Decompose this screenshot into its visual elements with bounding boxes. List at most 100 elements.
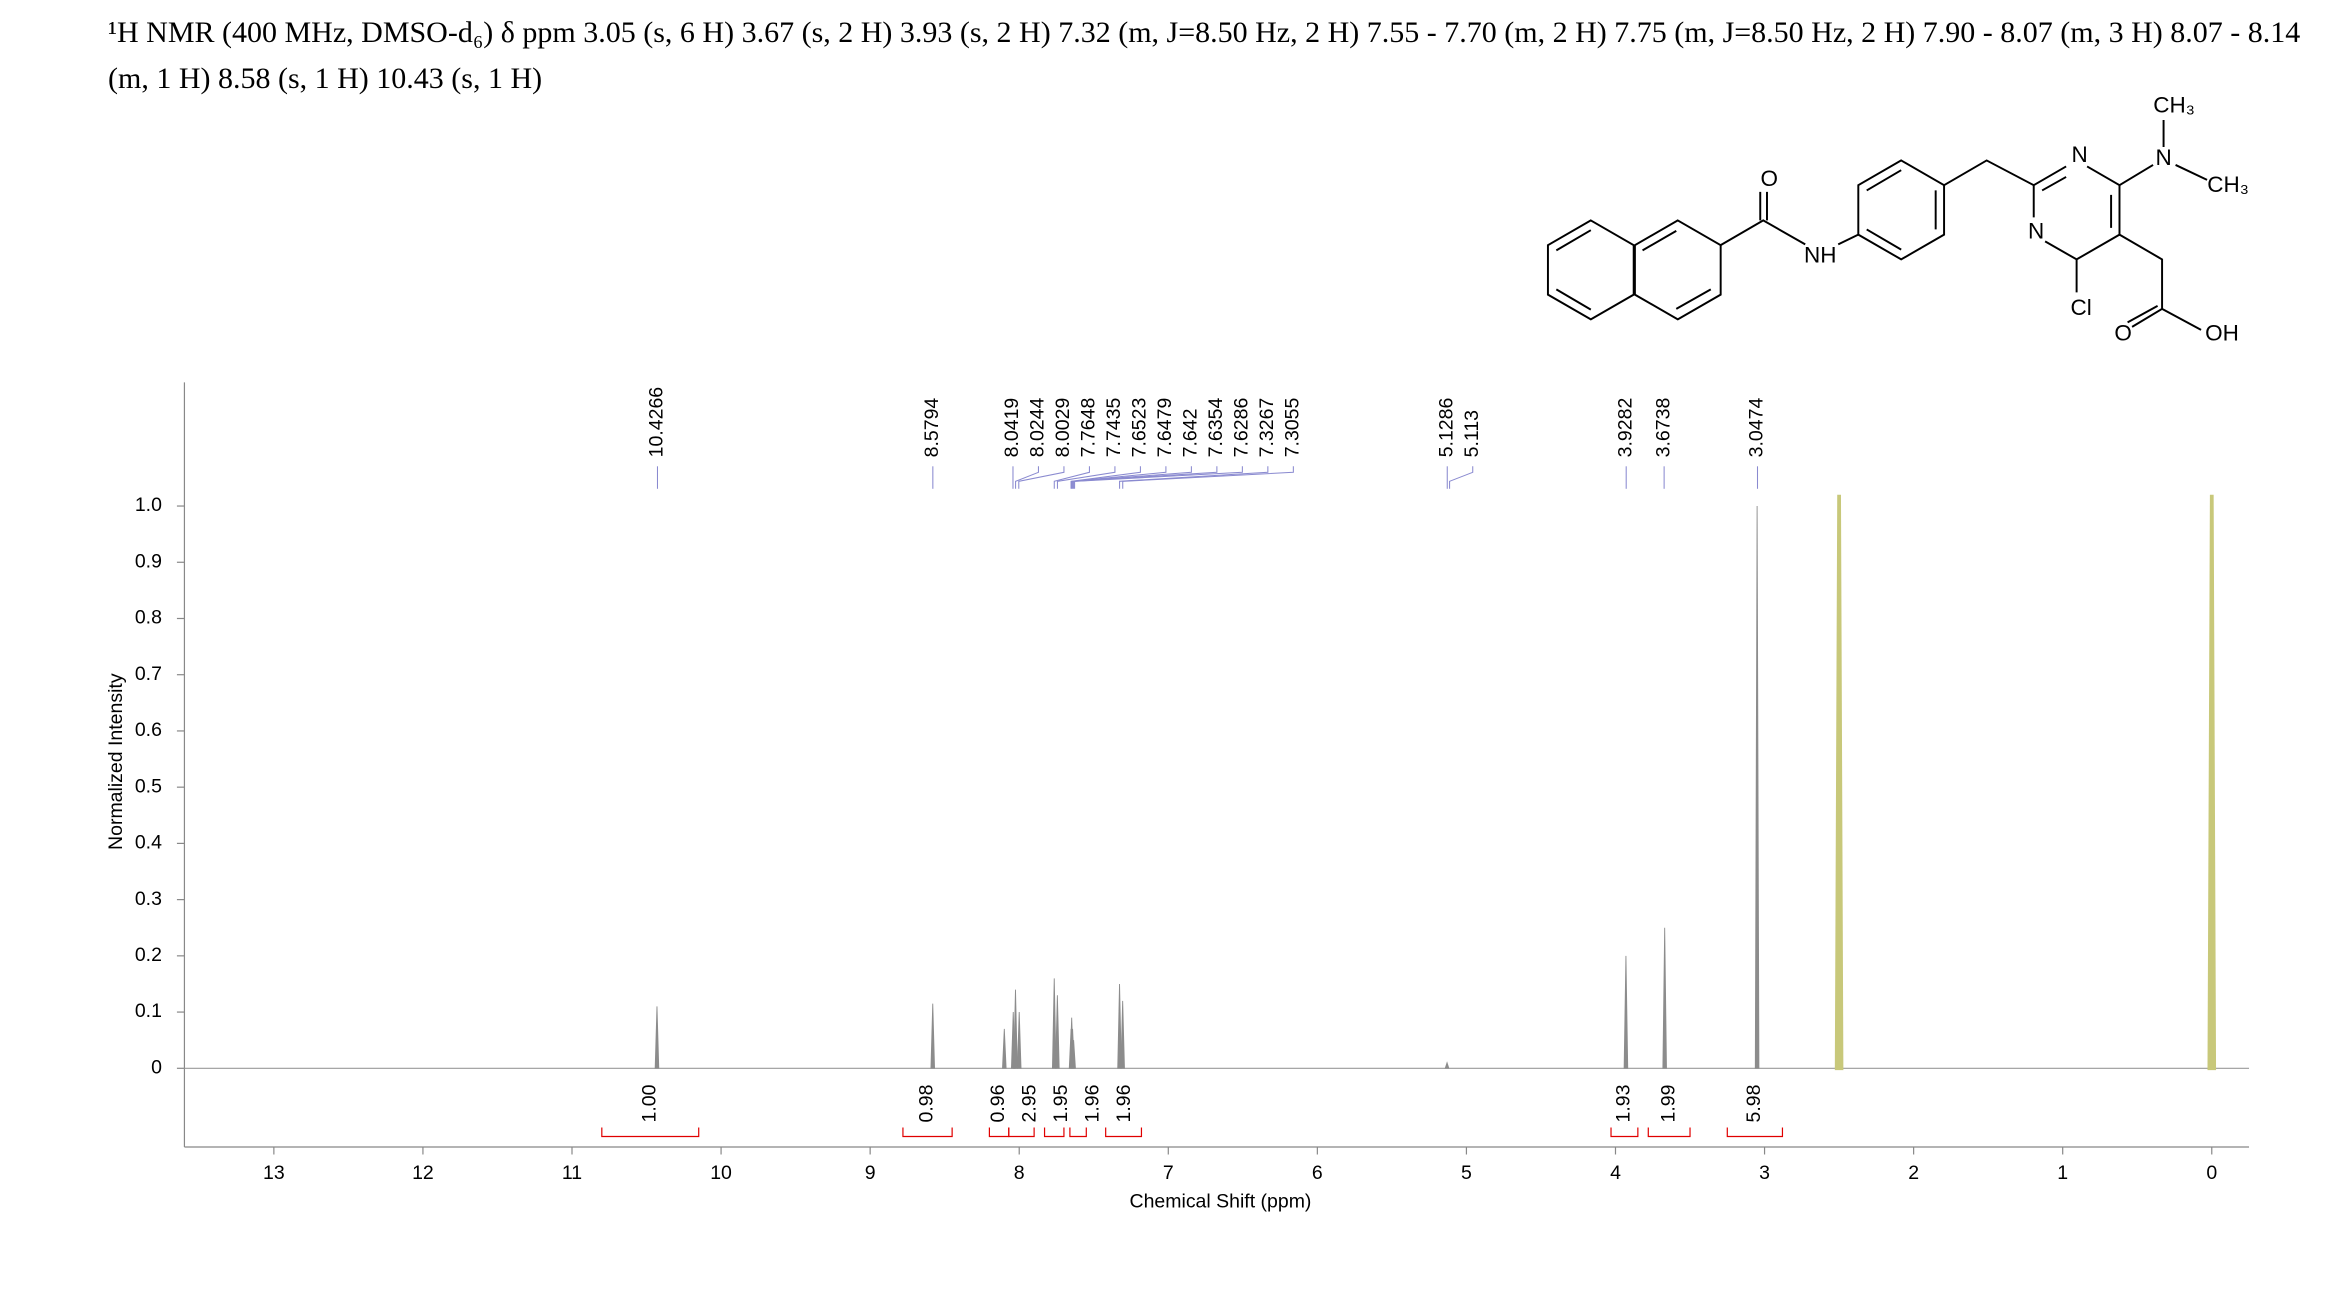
peak-label: 8.0029 xyxy=(1052,398,1074,458)
atom-label: CH₃ xyxy=(2207,172,2249,197)
peak xyxy=(1662,927,1667,1069)
y-tick-label: 0.3 xyxy=(135,888,162,910)
peak-label: 7.6286 xyxy=(1231,398,1253,458)
integral-label: 1.96 xyxy=(1082,1085,1104,1123)
double-bonds xyxy=(1555,229,1712,311)
peak-leader xyxy=(1072,466,1192,489)
integral-label: 0.96 xyxy=(987,1085,1009,1123)
amine xyxy=(2118,119,2208,187)
peak-label: 8.0419 xyxy=(1001,398,1023,458)
peak xyxy=(654,1006,660,1069)
x-tick-label: 9 xyxy=(865,1162,876,1184)
peak-leader xyxy=(1073,466,1218,489)
x-tick-label: 3 xyxy=(1759,1162,1770,1184)
atom-label: CH₃ xyxy=(2153,92,2195,117)
atom-label: OH xyxy=(2205,320,2239,345)
integral-label: 1.95 xyxy=(1050,1084,1072,1122)
peak xyxy=(1623,955,1629,1069)
y-tick-label: 0.1 xyxy=(135,1000,162,1022)
integral-label: 0.98 xyxy=(916,1085,938,1123)
integral-bracket xyxy=(1008,1127,1035,1138)
peak-label: 7.7648 xyxy=(1078,398,1100,458)
y-tick-label: 0.5 xyxy=(135,775,162,797)
integral-bracket xyxy=(988,1127,1010,1138)
integral-bracket xyxy=(902,1127,953,1138)
peak xyxy=(1016,1012,1022,1069)
integral-bracket xyxy=(1043,1127,1065,1138)
peak-label: 3.6738 xyxy=(1652,398,1674,458)
atom-label: O xyxy=(2114,320,2132,345)
peak-leader xyxy=(1071,466,1167,489)
y-tick-label: 0.2 xyxy=(135,944,162,966)
peak xyxy=(2207,494,2217,1071)
x-tick-label: 11 xyxy=(562,1162,582,1184)
peak xyxy=(1120,1000,1125,1069)
integral-label: 1.99 xyxy=(1657,1085,1679,1123)
peak-leader xyxy=(1018,466,1065,489)
peak xyxy=(1002,1028,1007,1069)
peak-label: 7.642 xyxy=(1180,409,1202,458)
x-tick-label: 6 xyxy=(1312,1162,1323,1184)
integral-label: 1.93 xyxy=(1613,1085,1635,1123)
peak-leader xyxy=(1449,466,1474,489)
pyrimidine xyxy=(2032,165,2121,293)
atom-label: N xyxy=(2028,218,2044,243)
peak-leader xyxy=(1056,466,1116,489)
peak xyxy=(1013,989,1018,1069)
integral-label: 1.00 xyxy=(638,1084,660,1122)
x-tick-label: 2 xyxy=(1908,1162,1919,1184)
peak-leader xyxy=(1070,466,1141,489)
peak-label: 3.0474 xyxy=(1746,398,1768,458)
integral-label: 1.96 xyxy=(1113,1085,1135,1123)
peak-label: 7.7435 xyxy=(1103,398,1125,458)
ring xyxy=(1857,159,1946,261)
peak-label: 10.4266 xyxy=(646,387,668,457)
peak-label: 8.0244 xyxy=(1027,398,1049,458)
y-tick-label: 0.7 xyxy=(135,663,162,685)
x-tick-label: 1 xyxy=(2057,1162,2068,1184)
peak-label: 7.3267 xyxy=(1256,398,1278,458)
integral-bracket xyxy=(1726,1127,1784,1138)
peak-leader xyxy=(1119,466,1269,489)
integral-bracket xyxy=(1647,1127,1691,1138)
y-tick-label: 0.8 xyxy=(135,607,162,629)
integral-bracket xyxy=(601,1127,700,1138)
integral-bracket xyxy=(1105,1127,1143,1138)
y-tick-label: 0.6 xyxy=(135,719,162,741)
peak-label: 8.5794 xyxy=(921,398,943,458)
y-tick-label: 0.9 xyxy=(135,550,162,572)
peak-label: 7.6523 xyxy=(1129,398,1151,458)
atom-label: Cl xyxy=(2070,295,2091,320)
peak-label: 7.6479 xyxy=(1154,398,1176,458)
peak xyxy=(1444,1061,1450,1069)
bond xyxy=(1943,159,2035,187)
peak-label: 7.3055 xyxy=(1282,398,1304,458)
y-axis-label: Normalized Intensity xyxy=(105,673,127,850)
peak-leader xyxy=(1015,466,1039,489)
peak xyxy=(1071,1040,1076,1069)
chart-title: ¹H NMR (400 MHz, DMSO-d₆) δ ppm 3.05 (s,… xyxy=(108,16,2301,95)
atom-label: O xyxy=(1760,166,1777,191)
peak xyxy=(1117,983,1122,1069)
x-tick-label: 4 xyxy=(1610,1162,1621,1184)
ring xyxy=(1633,219,1722,321)
integral-label: 5.98 xyxy=(1743,1085,1765,1123)
peak-label: 3.9282 xyxy=(1614,398,1636,458)
atom-label: N xyxy=(2071,142,2087,167)
ring xyxy=(1546,219,1635,321)
x-axis-label: Chemical Shift (ppm) xyxy=(1130,1191,1312,1213)
y-tick-label: 0 xyxy=(151,1056,162,1078)
bond xyxy=(1837,233,1859,246)
x-tick-label: 10 xyxy=(710,1162,732,1184)
x-tick-label: 8 xyxy=(1014,1162,1025,1184)
peak xyxy=(1834,494,1844,1071)
y-tick-label: 0.4 xyxy=(135,832,162,854)
x-tick-label: 7 xyxy=(1163,1162,1174,1184)
peak-label: 7.6354 xyxy=(1205,398,1227,458)
peak-leader xyxy=(1122,466,1294,489)
integral-bracket xyxy=(1069,1127,1087,1138)
peak xyxy=(1051,978,1057,1069)
acid xyxy=(2119,233,2202,331)
structure xyxy=(1546,119,2208,331)
